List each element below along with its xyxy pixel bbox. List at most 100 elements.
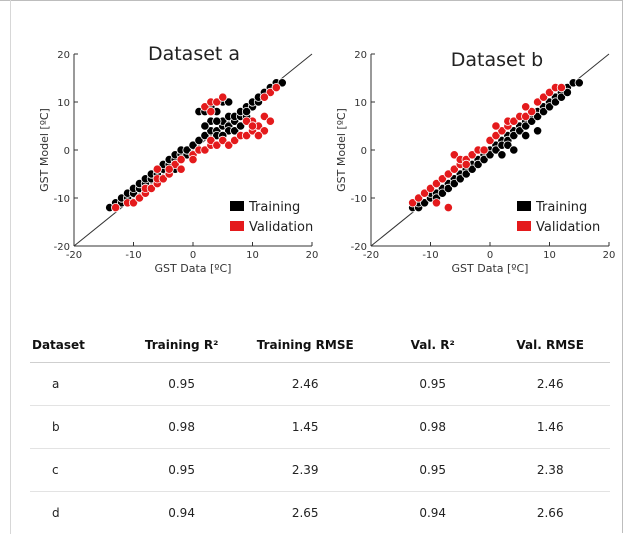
validation-point bbox=[443, 169, 453, 179]
training-point bbox=[194, 135, 204, 146]
training-point bbox=[467, 164, 477, 174]
table-row: a 0.95 2.46 0.95 2.46 bbox=[30, 362, 610, 406]
validation-point bbox=[443, 203, 453, 213]
validation-point bbox=[241, 131, 252, 141]
training-point bbox=[574, 78, 584, 88]
validation-point bbox=[408, 198, 418, 208]
validation-point bbox=[230, 135, 240, 146]
legend-swatch-training bbox=[230, 201, 244, 211]
y-axis-label: GST Model [ºC] bbox=[38, 108, 51, 192]
legend-label-training: Training bbox=[535, 200, 587, 215]
y-tick-label: 0 bbox=[64, 146, 70, 157]
figure-left-edge bbox=[10, 0, 11, 534]
y-tick-label: 20 bbox=[57, 50, 70, 61]
validation-point bbox=[271, 82, 281, 93]
training-point bbox=[461, 169, 471, 179]
validation-point bbox=[259, 126, 269, 136]
legend-swatch-validation bbox=[230, 221, 244, 231]
cell-val-r2: 0.95 bbox=[374, 448, 491, 492]
training-point bbox=[521, 121, 531, 131]
training-point bbox=[230, 126, 240, 136]
legend-label-training: Training bbox=[248, 200, 300, 215]
training-point bbox=[550, 97, 561, 107]
cell-dataset: c bbox=[30, 448, 128, 492]
training-point bbox=[182, 145, 192, 155]
validation-point bbox=[461, 159, 471, 169]
x-tick-label: -20 bbox=[363, 250, 379, 261]
cell-dataset: a bbox=[30, 362, 128, 406]
training-point bbox=[188, 140, 198, 150]
cell-training-rmse: 1.45 bbox=[235, 405, 375, 449]
cell-val-r2: 0.98 bbox=[374, 405, 491, 449]
validation-point bbox=[491, 121, 501, 131]
validation-point bbox=[206, 135, 216, 146]
cell-dataset: d bbox=[52, 506, 60, 520]
training-point bbox=[200, 121, 210, 131]
x-tick-label: 0 bbox=[487, 250, 493, 261]
training-point bbox=[224, 97, 234, 107]
validation-point bbox=[128, 198, 139, 208]
validation-point bbox=[485, 135, 495, 146]
validation-point bbox=[521, 111, 531, 122]
training-point bbox=[236, 121, 246, 131]
legend-swatch-validation bbox=[517, 221, 531, 231]
validation-point bbox=[419, 188, 430, 198]
validation-point bbox=[479, 145, 489, 155]
results-table: Dataset Training R² Training RMSE Val. R… bbox=[30, 328, 610, 534]
validation-point bbox=[437, 174, 448, 184]
cell-training-r2: 0.94 bbox=[168, 506, 195, 520]
header-dataset: Dataset bbox=[30, 328, 128, 363]
training-point bbox=[509, 131, 519, 141]
x-tick-label: -20 bbox=[66, 250, 82, 261]
y-tick-label: 10 bbox=[354, 98, 367, 109]
training-point bbox=[455, 174, 465, 184]
validation-point bbox=[527, 107, 537, 117]
validation-point bbox=[265, 116, 275, 126]
training-point bbox=[533, 126, 543, 136]
legend-label-validation: Validation bbox=[249, 220, 313, 235]
validation-point bbox=[158, 174, 168, 184]
training-point bbox=[277, 78, 287, 88]
cell-val-rmse: 2.46 bbox=[490, 362, 610, 406]
training-point bbox=[533, 111, 543, 122]
validation-point bbox=[497, 126, 507, 136]
training-point bbox=[200, 131, 210, 141]
x-tick-label: -10 bbox=[422, 250, 438, 261]
cell-training-r2: 0.98 bbox=[127, 405, 236, 449]
training-point bbox=[503, 140, 513, 150]
validation-point bbox=[247, 121, 258, 131]
x-axis-label: GST Data [ºC] bbox=[155, 262, 232, 275]
validation-point bbox=[134, 193, 145, 203]
x-tick-label: 0 bbox=[190, 250, 196, 261]
training-point bbox=[538, 107, 549, 117]
validation-point bbox=[431, 198, 442, 208]
cell-training-rmse: 2.39 bbox=[235, 448, 375, 492]
validation-point bbox=[253, 131, 264, 141]
validation-point bbox=[164, 164, 174, 174]
cell-val-rmse: 2.66 bbox=[536, 506, 564, 520]
validation-point bbox=[491, 131, 501, 141]
validation-point bbox=[467, 150, 477, 160]
chart-title: Dataset b bbox=[451, 49, 544, 71]
validation-point bbox=[449, 150, 459, 160]
y-tick-label: 10 bbox=[57, 98, 70, 109]
validation-point bbox=[533, 97, 543, 107]
cell-val-rmse: 1.46 bbox=[490, 405, 610, 449]
header-val-rmse: Val. RMSE bbox=[490, 328, 610, 363]
header-training-rmse: Training RMSE bbox=[235, 328, 375, 363]
x-tick-label: 10 bbox=[543, 250, 556, 261]
cell-training-r2: 0.95 bbox=[127, 362, 236, 406]
validation-point bbox=[146, 183, 156, 193]
training-point bbox=[556, 92, 566, 102]
table-row: b 0.98 1.45 0.98 1.46 bbox=[30, 405, 610, 449]
validation-point bbox=[200, 102, 210, 112]
training-point bbox=[509, 145, 519, 155]
validation-point bbox=[224, 140, 234, 150]
table-row: d 0.94 2.65 0.94 2.66 bbox=[30, 492, 610, 534]
y-axis-label: GST Model [ºC] bbox=[335, 108, 348, 192]
x-axis-label: GST Data [ºC] bbox=[452, 262, 529, 275]
validation-point bbox=[414, 193, 424, 203]
validation-point bbox=[188, 155, 198, 165]
header-training-r2: Training R² bbox=[127, 328, 236, 363]
training-point bbox=[443, 183, 453, 193]
